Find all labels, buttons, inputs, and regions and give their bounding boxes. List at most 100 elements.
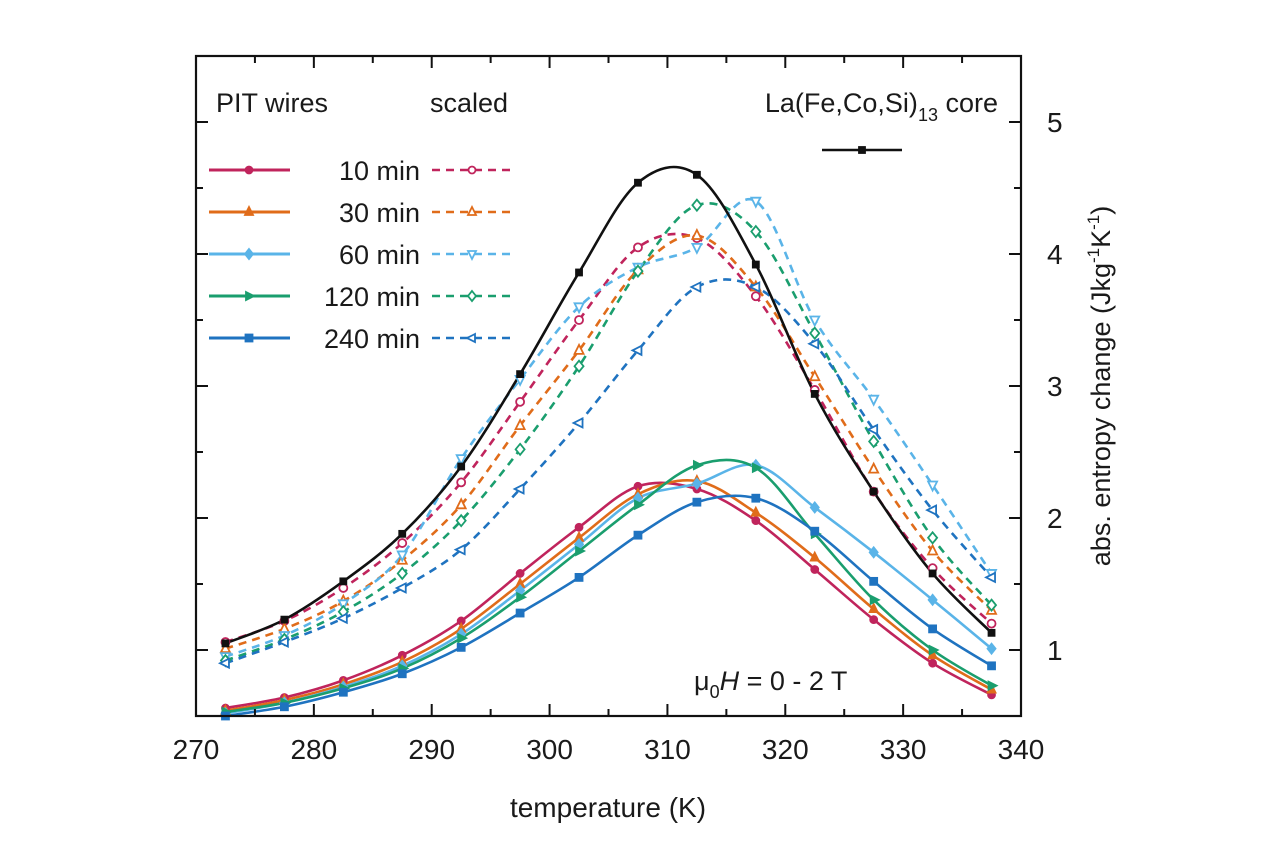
scaled-point	[217, 657, 230, 670]
scaled-point	[808, 369, 821, 382]
x-axis-label: temperature (K)	[510, 792, 706, 823]
scaled-point	[514, 418, 527, 431]
core-point	[869, 487, 878, 496]
wire-point	[574, 573, 584, 582]
core-point	[575, 268, 583, 277]
scaled-point	[986, 618, 997, 629]
scaled-point	[808, 315, 821, 328]
scaled-point	[748, 281, 761, 293]
scaled-point	[690, 228, 703, 240]
legend-header-scaled: scaled	[430, 88, 508, 118]
scaled-point	[335, 612, 348, 625]
wire-point	[456, 642, 466, 652]
scaled-point	[456, 477, 467, 488]
legend-entry: 60 min	[209, 240, 512, 270]
y-axis: 1 2 3 4 5	[196, 107, 1063, 666]
legend-entry: 10 min	[209, 156, 512, 186]
x-tick-label: 320	[762, 734, 809, 765]
y-tick-label: 3	[1047, 371, 1063, 402]
scaled-point	[455, 454, 468, 467]
scaled-point	[571, 417, 584, 429]
x-tick-label: 330	[880, 734, 927, 765]
scaled-point	[809, 326, 821, 341]
scaled-point	[690, 242, 703, 255]
scaled-point	[394, 582, 407, 594]
wire-point	[515, 608, 525, 618]
core-point	[751, 260, 760, 269]
wire-point	[928, 624, 938, 634]
core-point	[398, 529, 407, 538]
wire-point	[869, 594, 881, 606]
wire-point	[516, 591, 528, 603]
scaled-point	[807, 337, 820, 350]
x-tick-label: 280	[290, 734, 337, 765]
scaled-point	[574, 315, 584, 325]
legend-label: 240 min	[324, 324, 420, 354]
scaled-point	[630, 344, 643, 357]
wire-point	[927, 593, 938, 607]
legend-label: 10 min	[339, 156, 420, 186]
scaled-point	[689, 281, 702, 293]
legend-wire-marker	[243, 204, 255, 216]
wire-point	[928, 644, 940, 656]
scaled-point	[397, 538, 408, 548]
y-axis-label: abs. entropy change (Jkg-1K-1)	[1084, 206, 1116, 566]
marker-layer	[217, 170, 999, 721]
wire-point	[397, 669, 407, 679]
y-tick-label: 5	[1047, 107, 1063, 138]
wire-point	[633, 530, 643, 540]
wire-point	[810, 565, 820, 574]
core-point	[280, 615, 289, 624]
scaled-point	[985, 598, 998, 613]
scaled-point	[750, 291, 761, 302]
wire-point	[751, 493, 761, 503]
scaled-point	[866, 423, 879, 436]
scaled-point	[632, 264, 644, 279]
wire-point	[751, 462, 763, 474]
wire-point	[987, 661, 996, 671]
core-point	[987, 628, 996, 637]
core-point	[928, 569, 937, 578]
wire-point	[692, 459, 704, 471]
wire-point	[868, 545, 879, 559]
core-point	[634, 178, 642, 187]
legend-scaled-marker	[467, 165, 477, 175]
wire-point	[869, 576, 879, 586]
wire-line-30-min	[225, 479, 993, 712]
scaled-point	[219, 641, 232, 654]
legend-label: 60 min	[339, 240, 420, 270]
scaled-point	[867, 394, 880, 407]
wire-point	[869, 615, 879, 625]
legend-entry: 240 min	[209, 324, 512, 354]
scaled-point	[455, 513, 467, 528]
scaled-point	[515, 396, 526, 407]
wire-point	[986, 642, 997, 656]
field-annotation: μ0H = 0 - 2 T	[694, 666, 847, 702]
scaled-point	[691, 198, 703, 213]
x-tick-label: 290	[408, 734, 455, 765]
core-point	[221, 639, 230, 648]
core-point	[457, 462, 466, 471]
wire-point	[574, 522, 584, 532]
scaled-point	[984, 571, 996, 584]
scaled-point	[867, 461, 880, 474]
scaled-point	[750, 224, 762, 239]
scaled-line-10-min	[225, 232, 993, 644]
x-tick-label: 300	[526, 734, 573, 765]
scaled-point	[396, 550, 409, 563]
scaled-point	[455, 497, 468, 510]
wire-point	[575, 545, 587, 557]
legend-wire-marker	[243, 247, 255, 261]
x-tick-label: 310	[644, 734, 691, 765]
scaled-point	[868, 434, 880, 449]
scaled-point	[926, 480, 939, 493]
legend-scaled-marker	[464, 332, 476, 344]
scaled-point	[512, 483, 525, 495]
scaled-point	[396, 566, 408, 581]
legend-core-marker	[858, 146, 866, 154]
legend-header-wires: PIT wires	[216, 88, 328, 118]
legend-scaled-marker	[466, 250, 478, 262]
legend-wire-marker	[245, 290, 257, 302]
scaled-point	[276, 636, 289, 649]
